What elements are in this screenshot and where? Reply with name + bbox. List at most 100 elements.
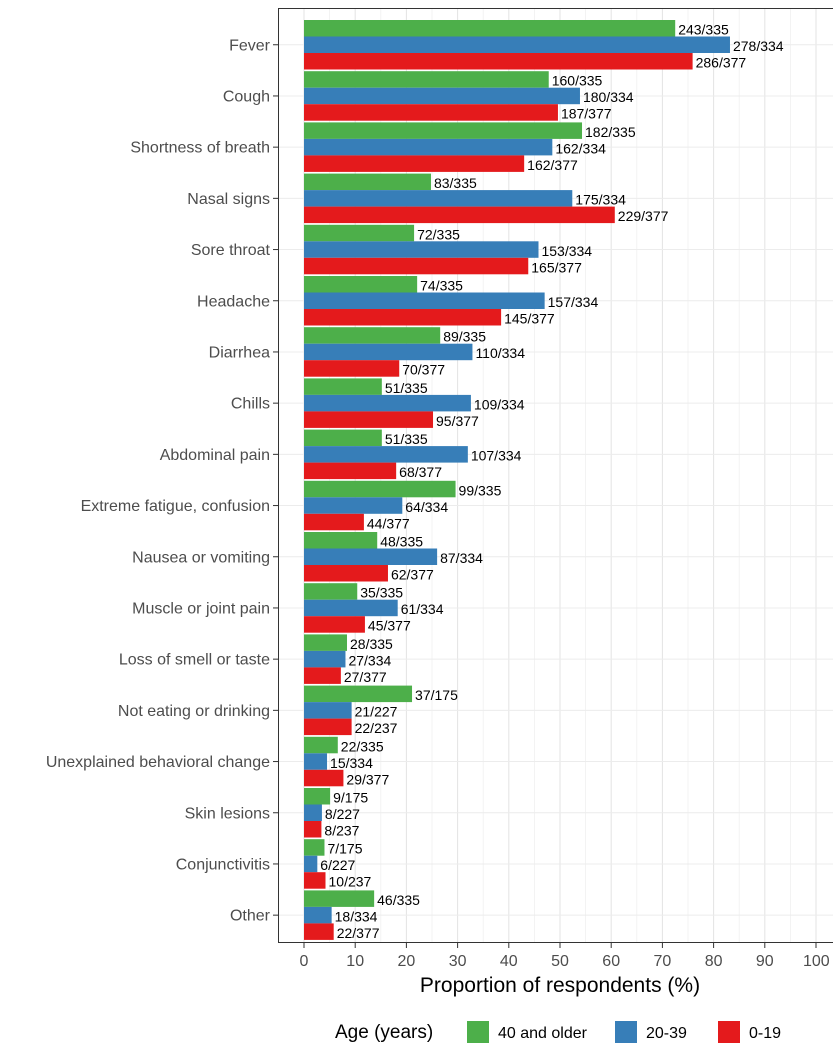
bar <box>304 463 396 480</box>
data-label: 180/334 <box>583 89 634 105</box>
data-label: 89/335 <box>443 329 486 345</box>
bar <box>304 190 572 207</box>
bar <box>304 276 417 293</box>
y-tick-label: Not eating or drinking <box>118 703 270 720</box>
y-tick-label: Skin lesions <box>185 805 270 822</box>
bar <box>304 753 327 770</box>
data-label: 162/334 <box>555 140 606 156</box>
bar <box>304 430 382 447</box>
data-label: 28/335 <box>350 636 393 652</box>
bar <box>304 360 399 377</box>
legend-key <box>467 1021 489 1043</box>
legend-key <box>615 1021 637 1043</box>
bar <box>304 225 414 242</box>
data-label: 45/377 <box>368 618 411 634</box>
data-label: 74/335 <box>420 278 463 294</box>
y-tick-label: Unexplained behavioral change <box>46 754 270 771</box>
data-label: 22/335 <box>341 738 384 754</box>
bar <box>304 907 332 924</box>
data-label: 83/335 <box>434 175 477 191</box>
bar <box>304 702 352 719</box>
y-tick-label: Sore throat <box>191 242 271 259</box>
bar <box>304 532 377 549</box>
data-label: 64/334 <box>405 499 448 515</box>
data-label: 48/335 <box>380 534 423 550</box>
data-label: 21/227 <box>355 704 398 720</box>
bar <box>304 139 552 156</box>
bar <box>304 821 321 838</box>
x-tick-label: 10 <box>346 953 364 970</box>
y-tick-label: Cough <box>223 88 270 105</box>
y-tick-label: Chills <box>231 396 270 413</box>
y-tick-label: Nasal signs <box>187 191 270 208</box>
bar <box>304 88 580 105</box>
data-label: 243/335 <box>678 22 729 38</box>
bar <box>304 53 693 70</box>
data-label: 187/377 <box>561 106 612 122</box>
data-label: 6/227 <box>320 857 355 873</box>
y-tick-label: Diarrhea <box>209 344 270 361</box>
y-tick-label: Loss of smell or taste <box>119 652 270 669</box>
y-tick-label: Muscle or joint pain <box>132 600 270 617</box>
data-label: 61/334 <box>401 601 444 617</box>
bar <box>304 805 322 822</box>
bar <box>304 344 472 361</box>
bar <box>304 549 437 566</box>
bar <box>304 788 330 805</box>
data-label: 15/334 <box>330 755 373 771</box>
data-label: 51/335 <box>385 431 428 447</box>
bar <box>304 293 545 310</box>
y-tick-label: Abdominal pain <box>160 447 270 464</box>
data-label: 35/335 <box>360 585 403 601</box>
data-label: 72/335 <box>417 226 460 242</box>
data-label: 27/377 <box>344 669 387 685</box>
bar <box>304 737 338 754</box>
bar <box>304 20 675 37</box>
bar <box>304 155 524 172</box>
legend-label: 20-39 <box>646 1025 687 1042</box>
bar <box>304 104 558 121</box>
bar <box>304 839 324 856</box>
data-label: 10/237 <box>329 874 372 890</box>
data-label: 182/335 <box>585 124 636 140</box>
bar <box>304 651 345 668</box>
bar <box>304 616 365 633</box>
bar <box>304 309 501 326</box>
x-tick-label: 40 <box>500 953 518 970</box>
data-label: 162/377 <box>527 157 578 173</box>
data-label: 70/377 <box>402 362 445 378</box>
bar <box>304 395 471 412</box>
bar <box>304 872 326 889</box>
y-tick-label: Other <box>230 908 271 925</box>
bar <box>304 600 398 617</box>
data-label: 229/377 <box>618 208 669 224</box>
bar <box>304 241 538 257</box>
bar <box>304 890 374 907</box>
legend: Age (years) 40 and older 20-39 0-19 <box>335 1021 781 1043</box>
data-label: 87/334 <box>440 550 483 566</box>
x-axis-title: Proportion of respondents (%) <box>420 974 700 997</box>
data-label: 18/334 <box>335 908 378 924</box>
x-tick-label: 70 <box>654 953 672 970</box>
data-label: 29/377 <box>346 771 389 787</box>
bar <box>304 770 343 787</box>
bar <box>304 634 347 651</box>
x-tick-label: 0 <box>300 953 309 970</box>
x-tick-label: 50 <box>551 953 569 970</box>
data-label: 145/377 <box>504 311 555 327</box>
y-tick-label: Extreme fatigue, confusion <box>81 498 270 515</box>
legend-title: Age (years) <box>335 1022 433 1043</box>
bar <box>304 174 431 191</box>
bar <box>304 327 440 344</box>
data-label: 165/377 <box>531 259 582 275</box>
data-label: 9/175 <box>333 790 368 806</box>
x-tick-label: 100 <box>803 953 830 970</box>
x-tick-label: 80 <box>705 953 723 970</box>
data-label: 68/377 <box>399 464 442 480</box>
data-label: 8/237 <box>324 823 359 839</box>
data-label: 109/334 <box>474 396 525 412</box>
data-label: 27/334 <box>348 652 391 668</box>
data-label: 107/334 <box>471 448 522 464</box>
bar <box>304 122 582 138</box>
